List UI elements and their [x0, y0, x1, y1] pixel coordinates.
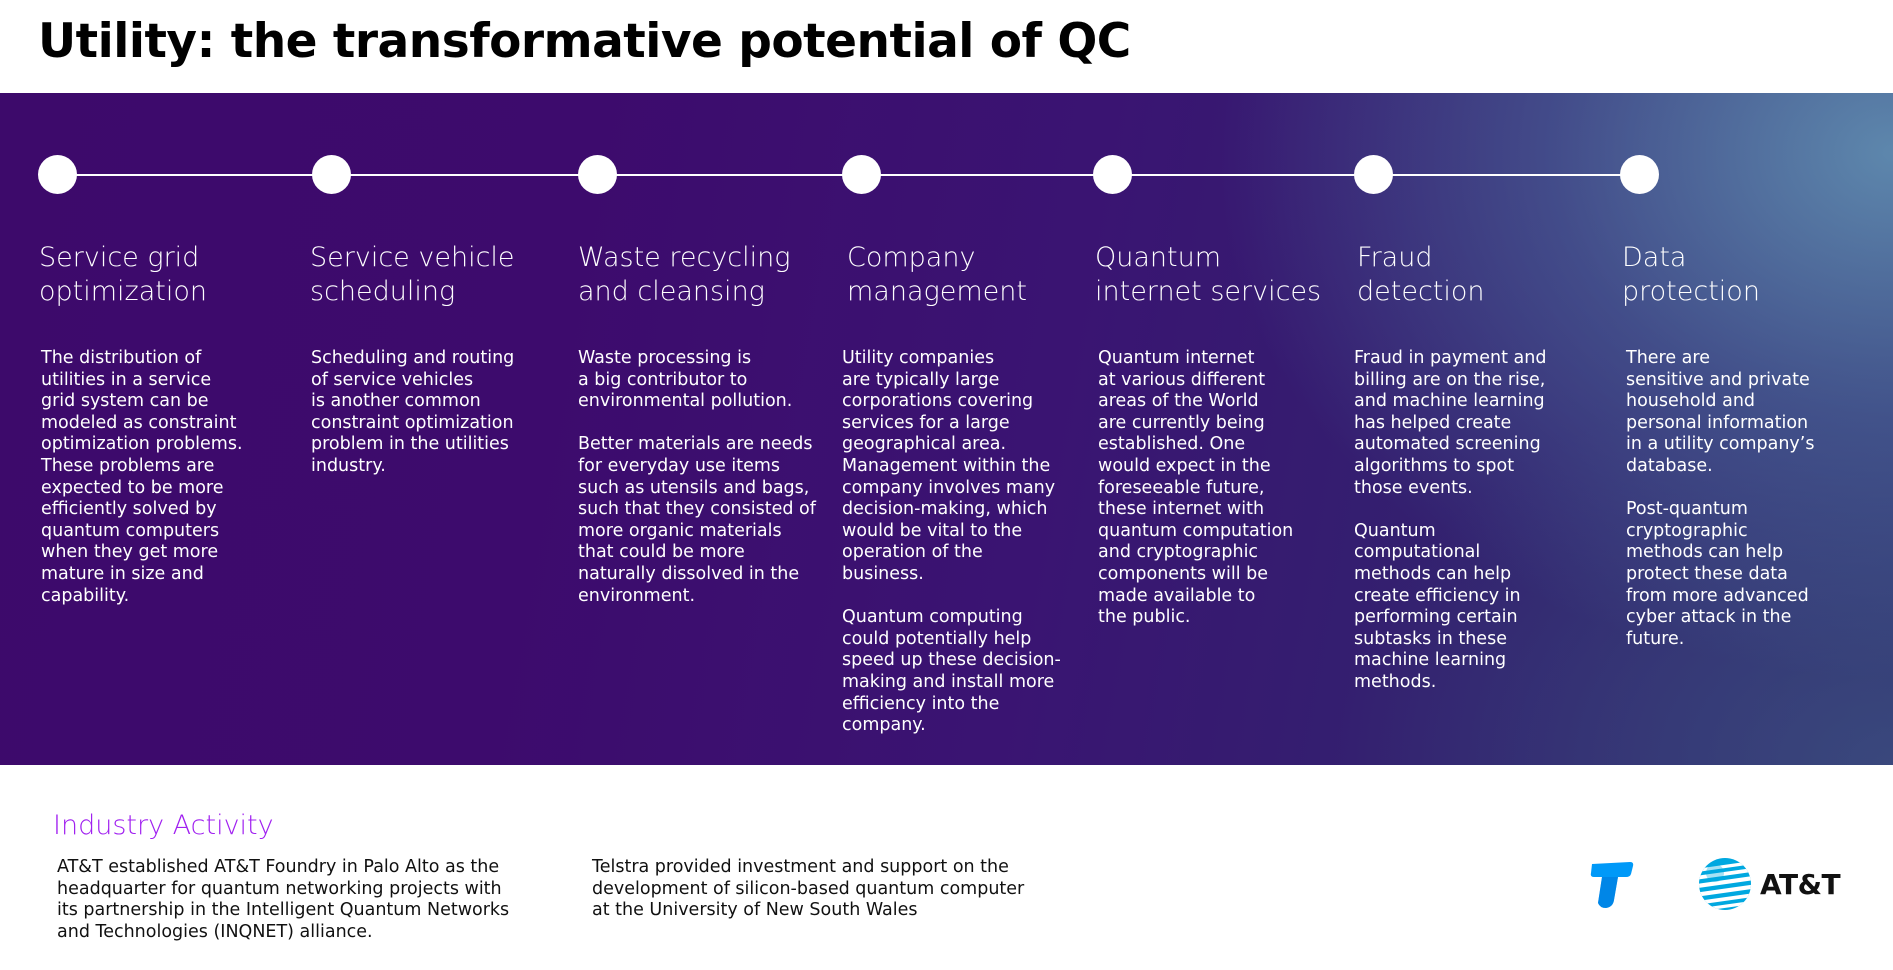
- column-body-fraud-detection: Fraud in payment and billing are on the …: [1354, 348, 1547, 692]
- column-title-waste-recycling: Waste recycling and cleansing: [578, 242, 791, 307]
- att-globe-icon: [1699, 858, 1751, 910]
- column-title-service-grid: Service grid optimization: [39, 242, 207, 307]
- timeline-dot-6: [1354, 155, 1393, 194]
- column-title-fraud-detection: Fraud detection: [1357, 242, 1485, 307]
- timeline-dot-3: [578, 155, 617, 194]
- column-body-data-protection: There are sensitive and private househol…: [1626, 348, 1815, 649]
- timeline-dot-1: [38, 155, 77, 194]
- industry-activity-heading: Industry Activity: [53, 810, 274, 841]
- column-title-company-management: Company management: [847, 242, 1027, 307]
- column-title-quantum-internet: Quantum internet services: [1095, 242, 1322, 307]
- use-case-band: Service grid optimization Service vehicl…: [0, 93, 1893, 765]
- page-title: Utility: the transformative potential of…: [38, 14, 1131, 69]
- timeline-dot-5: [1093, 155, 1132, 194]
- industry-item-att: AT&T established AT&T Foundry in Palo Al…: [57, 857, 510, 942]
- column-title-service-vehicle: Service vehicle scheduling: [310, 242, 515, 307]
- timeline-dot-4: [842, 155, 881, 194]
- att-logo: AT&T: [1698, 856, 1841, 912]
- industry-item-telstra: Telstra provided investment and support …: [592, 857, 1025, 921]
- column-title-data-protection: Data protection: [1622, 242, 1760, 307]
- telstra-logo-icon: [1588, 860, 1634, 912]
- timeline-dot-7: [1620, 155, 1659, 194]
- column-body-waste-recycling: Waste processing is a big contributor to…: [578, 348, 816, 606]
- att-logo-text: AT&T: [1760, 867, 1841, 901]
- column-body-company-management: Utility companies are typically large co…: [842, 348, 1061, 736]
- column-body-quantum-internet: Quantum internet at various different ar…: [1098, 348, 1294, 628]
- column-body-service-vehicle: Scheduling and routing of service vehicl…: [311, 348, 515, 476]
- column-body-service-grid: The distribution of utilities in a servi…: [41, 348, 243, 606]
- timeline-dot-2: [312, 155, 351, 194]
